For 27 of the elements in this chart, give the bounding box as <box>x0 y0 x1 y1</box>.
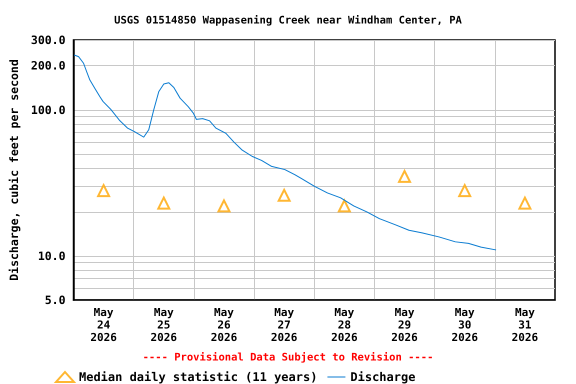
text: ---- Provisional Data Subject to Revision ---- <box>142 352 434 364</box>
line-series <box>74 54 497 250</box>
x-tick-label: May 31 2026 <box>512 306 539 344</box>
x-tick-label: May 27 2026 <box>270 306 298 344</box>
y-tick-label: 200.0 <box>30 58 66 73</box>
point <box>338 199 351 212</box>
x-tick-label: May 28 2026 <box>331 306 358 344</box>
legend-label: Median daily statistic (11 years) <box>79 370 318 384</box>
legend-label: Discharge <box>350 370 416 384</box>
y-tick-label: 10.0 <box>38 248 66 263</box>
x-tick-label: May 30 2026 <box>451 306 478 344</box>
x-tick-label: May 24 2026 <box>90 306 118 344</box>
point <box>398 170 412 183</box>
y-tick-label: 100.0 <box>30 102 66 117</box>
x-tick-label: May 25 2026 <box>150 306 178 344</box>
point <box>157 196 170 210</box>
chart-title: USGS 01514850 Wappasening Creek near Windham Center, PA <box>114 14 463 26</box>
y-tick-label: 300.0 <box>30 33 66 47</box>
x-tick-label: May 29 2026 <box>391 306 418 344</box>
point <box>278 188 291 202</box>
x-tick-label: May 26 2026 <box>210 306 238 344</box>
point <box>518 196 532 210</box>
point <box>217 199 230 212</box>
point <box>97 184 110 198</box>
y-tick-label: 5.0 <box>44 293 66 307</box>
y-axis-title: Discharge, cubic feet per second <box>7 59 21 281</box>
point <box>458 184 472 198</box>
